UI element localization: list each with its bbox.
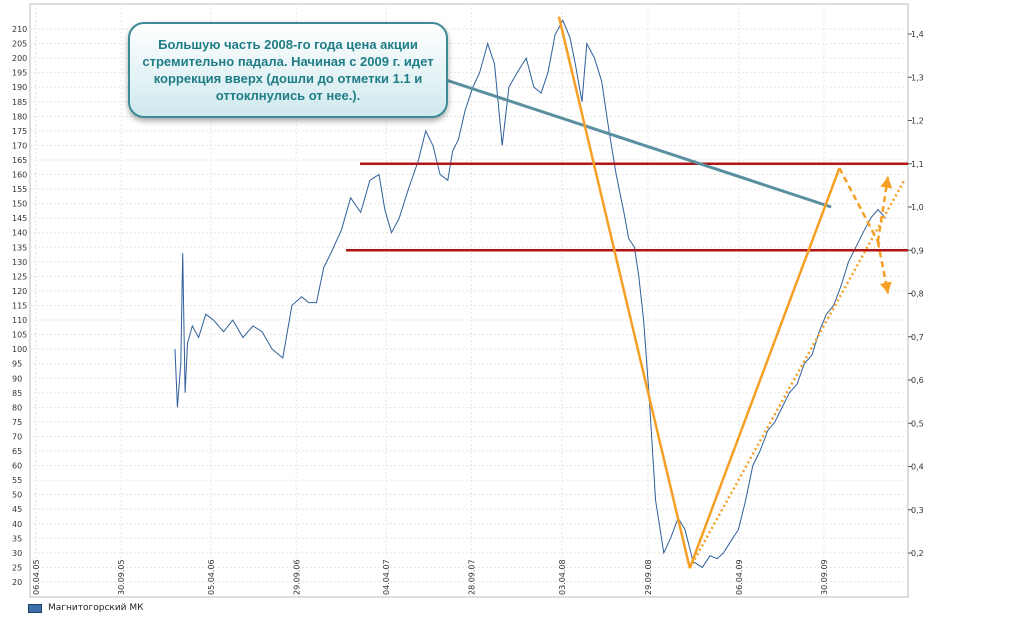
left-tick-label: 200 — [12, 54, 27, 63]
left-tick-label: 40 — [12, 520, 22, 529]
annotation-overlays — [346, 16, 908, 569]
right-tick-label: 0,9 — [911, 246, 924, 255]
left-tick-label: 130 — [12, 258, 27, 267]
left-tick-label: 100 — [12, 345, 27, 354]
x-tick-label: 04.04.07 — [382, 559, 391, 595]
right-tick-label: 0,7 — [911, 333, 924, 342]
arrow-up-head — [880, 176, 893, 189]
callout-text: Большую часть 2008-го года цена акции ст… — [142, 37, 434, 103]
x-tick-label: 06.04.05 — [32, 559, 41, 595]
left-tick-label: 25 — [12, 563, 22, 572]
right-tick-label: 0,3 — [911, 506, 924, 515]
left-tick-label: 35 — [12, 534, 22, 543]
right-tick-label: 0,6 — [911, 376, 924, 385]
left-axis: 20 25 30 35 40 45 50 55 60 65 70 75 80 85 90 95 100 105 11… — [12, 25, 27, 587]
arrow-down-head — [879, 281, 892, 294]
left-tick-label: 85 — [12, 389, 22, 398]
dashed-pullback-line — [838, 167, 882, 247]
left-tick-label: 105 — [12, 331, 27, 340]
left-tick-label: 175 — [12, 127, 27, 136]
left-tick-label: 120 — [12, 287, 27, 296]
left-tick-label: 165 — [12, 156, 27, 165]
left-tick-label: 30 — [12, 549, 22, 558]
legend-swatch — [28, 603, 42, 613]
x-tick-label: 30.09.09 — [820, 559, 829, 595]
legend-label: Магнитогорский МК — [48, 603, 144, 613]
left-tick-label: 135 — [12, 243, 27, 252]
left-tick-label: 185 — [12, 98, 27, 107]
x-axis: 06.04.05 30.09.05 05.04.06 29.09.06 04.04.07… — [32, 559, 829, 595]
left-tick-label: 115 — [12, 302, 27, 311]
right-tick-label: 1,1 — [911, 160, 924, 169]
left-tick-label: 140 — [12, 229, 27, 238]
left-tick-label: 160 — [12, 171, 27, 180]
x-tick-label: 03.04.08 — [558, 559, 567, 595]
callout-pointer-line — [439, 76, 832, 209]
left-tick-label: 60 — [12, 462, 22, 471]
left-tick-label: 45 — [12, 505, 22, 514]
left-tick-label: 110 — [12, 316, 27, 325]
left-tick-label: 145 — [12, 214, 27, 223]
grid-lines — [30, 4, 908, 597]
right-tick-label: 1,4 — [911, 30, 924, 39]
left-tick-label: 180 — [12, 112, 27, 121]
callout-box: Большую часть 2008-го года цена акции ст… — [128, 22, 448, 118]
left-tick-label: 55 — [12, 476, 22, 485]
legend: Магнитогорский МК — [28, 603, 144, 613]
x-tick-label: 06.04.09 — [735, 559, 744, 595]
trend-line-1 — [557, 16, 691, 569]
right-tick-label: 1,2 — [911, 117, 924, 126]
left-tick-label: 90 — [12, 374, 22, 383]
right-tick-label: 1,3 — [911, 73, 924, 82]
left-tick-label: 95 — [12, 360, 22, 369]
left-tick-label: 50 — [12, 491, 22, 500]
left-tick-label: 65 — [12, 447, 22, 456]
right-axis: 0,2 0,3 0,4 0,5 0,6 0,7 0,8 0,9 1,0 1,1 1,2 1,3 1,4 — [908, 30, 924, 558]
left-tick-label: 195 — [12, 69, 27, 78]
left-tick-label: 205 — [12, 40, 27, 49]
right-tick-label: 0,8 — [911, 290, 924, 299]
left-tick-label: 190 — [12, 83, 27, 92]
left-tick-label: 150 — [12, 200, 27, 209]
x-tick-label: 05.04.06 — [207, 559, 216, 595]
left-tick-label: 80 — [12, 403, 22, 412]
dotted-support-line — [688, 180, 905, 569]
x-tick-label: 29.09.08 — [644, 559, 653, 595]
x-tick-label: 28.09.07 — [467, 559, 476, 595]
left-tick-label: 210 — [12, 25, 27, 34]
left-tick-label: 170 — [12, 141, 27, 150]
right-tick-label: 1,0 — [911, 203, 924, 212]
trend-line-2 — [688, 167, 841, 569]
right-tick-label: 0,4 — [911, 463, 924, 472]
left-tick-label: 20 — [12, 578, 22, 587]
right-tick-label: 0,2 — [911, 549, 924, 558]
price-series-line — [174, 19, 886, 569]
left-tick-label: 125 — [12, 272, 27, 281]
x-tick-label: 30.09.05 — [117, 559, 126, 595]
left-tick-label: 155 — [12, 185, 27, 194]
x-tick-label: 29.09.06 — [292, 559, 301, 595]
left-tick-label: 75 — [12, 418, 22, 427]
left-tick-label: 70 — [12, 432, 22, 441]
right-tick-label: 0,5 — [911, 419, 924, 428]
